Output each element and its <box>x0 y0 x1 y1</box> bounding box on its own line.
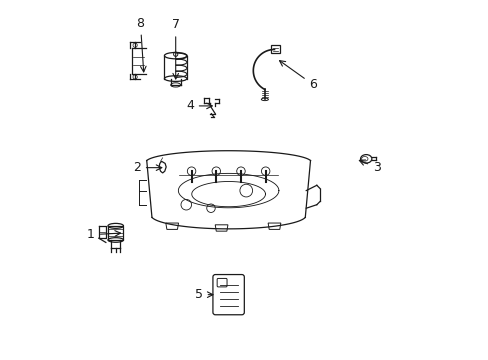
Text: 6: 6 <box>279 60 317 91</box>
Text: 1: 1 <box>87 228 120 241</box>
Text: 4: 4 <box>185 99 212 112</box>
Text: 8: 8 <box>136 17 146 72</box>
Text: 2: 2 <box>133 161 162 174</box>
Text: 7: 7 <box>171 18 179 79</box>
Text: 5: 5 <box>194 288 213 301</box>
Text: 3: 3 <box>359 160 380 174</box>
